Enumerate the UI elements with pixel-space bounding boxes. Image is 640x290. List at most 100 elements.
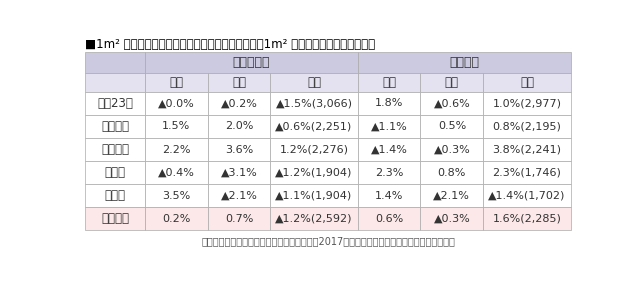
Text: 1.6%(2,285): 1.6%(2,285) (493, 214, 561, 224)
Bar (420, 161, 483, 184)
Bar (86, 73, 145, 92)
Bar (483, 92, 570, 115)
Text: １月: １月 (382, 76, 396, 89)
Bar (420, 207, 483, 230)
Bar (86, 184, 145, 207)
Text: 3.8%(2,241): 3.8%(2,241) (492, 144, 561, 155)
Text: ３月: ３月 (520, 76, 534, 89)
Bar (145, 138, 207, 161)
Bar (483, 161, 570, 184)
Text: ▲1.2%(1,904): ▲1.2%(1,904) (275, 168, 353, 178)
Text: ▲1.2%(2,592): ▲1.2%(2,592) (275, 214, 353, 224)
Bar (420, 184, 483, 207)
Text: 0.2%: 0.2% (162, 214, 190, 224)
Bar (207, 207, 271, 230)
Text: ■1m² あたり成約賃料の前年同月比　（カッコ内：1m² あたり成約賃料、単位円）: ■1m² あたり成約賃料の前年同月比 （カッコ内：1m² あたり成約賃料、単位円… (86, 38, 376, 51)
Bar (271, 138, 358, 161)
Bar (207, 184, 271, 207)
Text: 0.7%: 0.7% (225, 214, 253, 224)
Bar (145, 73, 207, 92)
Text: ▲0.6%: ▲0.6% (433, 98, 470, 108)
Bar (358, 92, 420, 115)
Bar (271, 73, 358, 92)
Text: 千葉県: 千葉県 (104, 189, 125, 202)
Text: 2.2%: 2.2% (162, 144, 191, 155)
Bar (358, 161, 420, 184)
Bar (86, 161, 145, 184)
Bar (271, 92, 358, 115)
Text: 0.6%: 0.6% (375, 214, 403, 224)
Text: 3.5%: 3.5% (162, 191, 190, 201)
Text: ▲1.4%(1,702): ▲1.4%(1,702) (488, 191, 566, 201)
Bar (207, 161, 271, 184)
Text: ▲0.2%: ▲0.2% (221, 98, 257, 108)
Bar (86, 115, 145, 138)
Bar (207, 115, 271, 138)
Bar (358, 73, 420, 92)
Text: 1.0%(2,977): 1.0%(2,977) (492, 98, 561, 108)
Text: マンション: マンション (232, 56, 270, 69)
Bar (271, 184, 358, 207)
Text: 1.2%(2,276): 1.2%(2,276) (280, 144, 349, 155)
Text: １月: １月 (169, 76, 183, 89)
Text: ▲3.1%: ▲3.1% (221, 168, 257, 178)
Bar (420, 92, 483, 115)
Text: ▲0.0%: ▲0.0% (158, 98, 195, 108)
Text: アパート: アパート (449, 56, 479, 69)
Bar (483, 115, 570, 138)
Text: 2.3%: 2.3% (375, 168, 403, 178)
Text: 0.8%(2,195): 0.8%(2,195) (493, 122, 561, 131)
Text: 首都圏計: 首都圏計 (101, 212, 129, 225)
Bar (145, 207, 207, 230)
Bar (271, 115, 358, 138)
Text: 1.8%: 1.8% (375, 98, 403, 108)
Text: ２月: ２月 (232, 76, 246, 89)
Bar (420, 138, 483, 161)
Bar (420, 73, 483, 92)
Bar (145, 184, 207, 207)
Bar (207, 138, 271, 161)
Text: 埼玉県: 埼玉県 (104, 166, 125, 179)
Text: ▲1.1%: ▲1.1% (371, 122, 408, 131)
Text: 神奈川県: 神奈川県 (101, 143, 129, 156)
Text: ３月: ３月 (307, 76, 321, 89)
Bar (145, 161, 207, 184)
Bar (271, 207, 358, 230)
Text: 0.5%: 0.5% (438, 122, 466, 131)
Text: ▲0.3%: ▲0.3% (433, 214, 470, 224)
Text: ２月: ２月 (445, 76, 459, 89)
Text: ▲2.1%: ▲2.1% (221, 191, 257, 201)
Text: ▲2.1%: ▲2.1% (433, 191, 470, 201)
Bar (483, 138, 570, 161)
Bar (86, 52, 145, 73)
Bar (145, 92, 207, 115)
Text: ▲1.5%(3,066): ▲1.5%(3,066) (276, 98, 353, 108)
Bar (483, 73, 570, 92)
Bar (207, 73, 271, 92)
Text: 1.5%: 1.5% (162, 122, 190, 131)
Bar (483, 207, 570, 230)
Text: 0.8%: 0.8% (438, 168, 466, 178)
Bar (86, 207, 145, 230)
Bar (483, 184, 570, 207)
Bar (86, 138, 145, 161)
Text: 3.6%: 3.6% (225, 144, 253, 155)
Text: ▲0.6%(2,251): ▲0.6%(2,251) (275, 122, 353, 131)
Bar (358, 52, 570, 73)
Bar (86, 92, 145, 115)
Text: 出典：「首都圏の居住用賃貸物件成約動向（2017年１月、２月、３月）」アットホーム調べ: 出典：「首都圏の居住用賃貸物件成約動向（2017年１月、２月、３月）」アットホー… (201, 237, 455, 246)
Bar (358, 115, 420, 138)
Bar (358, 184, 420, 207)
Text: ▲0.3%: ▲0.3% (433, 144, 470, 155)
Text: ▲0.4%: ▲0.4% (157, 168, 195, 178)
Bar (358, 138, 420, 161)
Bar (145, 52, 358, 73)
Bar (145, 115, 207, 138)
Text: 2.3%(1,746): 2.3%(1,746) (493, 168, 561, 178)
Text: 東京23区: 東京23区 (97, 97, 133, 110)
Bar (271, 161, 358, 184)
Text: 2.0%: 2.0% (225, 122, 253, 131)
Text: ▲1.1%(1,904): ▲1.1%(1,904) (275, 191, 353, 201)
Bar (420, 115, 483, 138)
Bar (358, 207, 420, 230)
